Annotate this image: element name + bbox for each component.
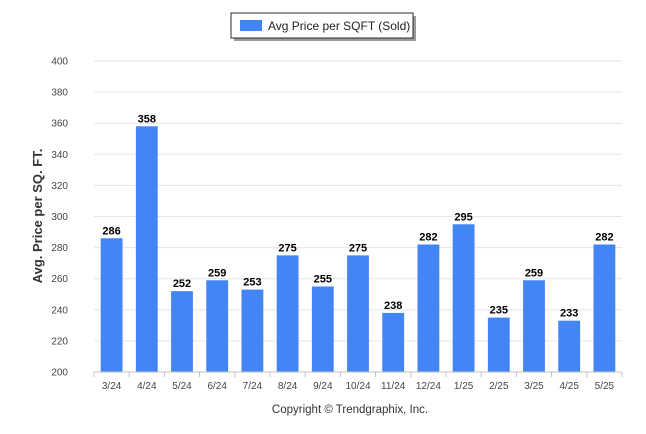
bar-value-label: 358 bbox=[138, 113, 156, 125]
bar bbox=[206, 280, 229, 372]
bar-value-label: 259 bbox=[525, 267, 543, 279]
bar bbox=[241, 289, 264, 372]
bar bbox=[452, 224, 475, 372]
bar-value-label: 233 bbox=[560, 308, 578, 320]
legend-label: Avg Price per SQFT (Sold) bbox=[268, 19, 410, 33]
bar bbox=[135, 126, 158, 372]
y-tick-label: 260 bbox=[51, 274, 68, 285]
y-tick-label: 340 bbox=[51, 150, 68, 161]
bar bbox=[100, 238, 123, 372]
y-tick-label: 220 bbox=[51, 336, 68, 347]
y-tick-label: 240 bbox=[51, 305, 68, 316]
bar bbox=[417, 244, 440, 372]
bar-value-label: 259 bbox=[208, 267, 226, 279]
bar-value-label: 275 bbox=[349, 242, 367, 254]
x-tick-label: 8/24 bbox=[278, 381, 298, 392]
bar bbox=[558, 320, 581, 372]
y-axis-label: Avg. Price per SQ. FT. bbox=[30, 149, 45, 284]
bar-value-label: 255 bbox=[314, 273, 332, 285]
y-tick-label: 280 bbox=[51, 243, 68, 254]
legend: Avg Price per SQFT (Sold) bbox=[230, 12, 416, 41]
x-tick-label: 11/24 bbox=[381, 381, 406, 392]
bar bbox=[347, 255, 369, 372]
bar bbox=[523, 280, 545, 372]
y-tick-label: 200 bbox=[51, 368, 68, 379]
bar bbox=[593, 244, 616, 372]
data-labels: 286 358 252 259 253 275 255 275 238 282 295 235 259 2… bbox=[102, 113, 613, 319]
x-tick-label: 9/24 bbox=[313, 381, 333, 392]
y-tick-label: 360 bbox=[51, 119, 68, 130]
bar bbox=[382, 312, 405, 372]
y-tick-label: 300 bbox=[51, 212, 68, 223]
bar-value-label: 282 bbox=[595, 231, 613, 243]
x-tick-label: 4/24 bbox=[137, 381, 157, 392]
x-axis-ticks: 3/24 4/24 5/24 6/24 7/24 8/24 9/24 10/24 11/24 12… bbox=[93, 372, 623, 392]
bar-value-label: 235 bbox=[490, 305, 508, 317]
y-tick-label: 380 bbox=[51, 88, 68, 99]
bar-value-label: 286 bbox=[102, 225, 120, 237]
legend-swatch bbox=[240, 20, 262, 31]
x-tick-label: 4/25 bbox=[559, 381, 579, 392]
bar bbox=[171, 291, 193, 372]
bar-value-label: 295 bbox=[454, 211, 472, 223]
x-tick-label: 10/24 bbox=[345, 381, 370, 392]
x-tick-label: 3/25 bbox=[524, 381, 544, 392]
y-tick-label: 400 bbox=[51, 57, 68, 68]
bar bbox=[487, 317, 510, 372]
bar-value-label: 253 bbox=[243, 277, 261, 289]
bar-value-label: 282 bbox=[419, 231, 437, 243]
x-tick-label: 5/25 bbox=[595, 381, 615, 392]
bar-value-label: 238 bbox=[384, 300, 402, 312]
bar-value-label: 275 bbox=[278, 242, 296, 254]
bar bbox=[311, 286, 334, 372]
y-tick-label: 320 bbox=[51, 181, 68, 192]
bars bbox=[100, 126, 616, 372]
x-tick-label: 1/25 bbox=[454, 381, 474, 392]
bar-value-label: 252 bbox=[173, 278, 191, 290]
x-tick-label: 7/24 bbox=[243, 381, 263, 392]
y-axis-ticks: 200 220 240 260 280 300 320 340 360 380 400 bbox=[51, 57, 68, 379]
x-tick-label: 3/24 bbox=[102, 381, 122, 392]
x-tick-label: 6/24 bbox=[207, 381, 227, 392]
copyright-footer: Copyright © Trendgraphix, Inc. bbox=[272, 404, 428, 416]
x-tick-label: 2/25 bbox=[489, 381, 509, 392]
x-tick-label: 12/24 bbox=[416, 381, 441, 392]
x-tick-label: 5/24 bbox=[172, 381, 192, 392]
bar bbox=[276, 255, 299, 372]
